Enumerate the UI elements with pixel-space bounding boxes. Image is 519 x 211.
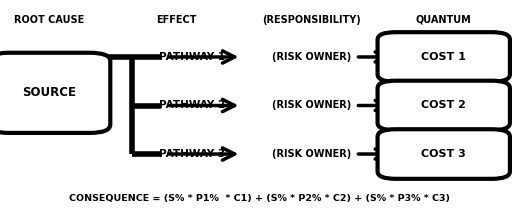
Text: PATHWAY 1: PATHWAY 1 [159,52,225,62]
FancyBboxPatch shape [0,53,110,133]
Text: (RISK OWNER): (RISK OWNER) [272,149,351,159]
Text: ROOT CAUSE: ROOT CAUSE [14,15,85,25]
Text: PATHWAY 2: PATHWAY 2 [159,100,225,111]
FancyBboxPatch shape [377,129,510,179]
Text: SOURCE: SOURCE [22,86,76,99]
FancyBboxPatch shape [377,81,510,130]
Text: EFFECT: EFFECT [156,15,197,25]
Text: PATHWAY 3: PATHWAY 3 [159,149,225,159]
Text: COST 3: COST 3 [421,149,466,159]
FancyBboxPatch shape [377,32,510,82]
Text: (RISK OWNER): (RISK OWNER) [272,100,351,111]
Text: COST 2: COST 2 [421,100,466,111]
Text: CONSEQUENCE = (S% * P1%  * C1) + (S% * P2% * C2) + (S% * P3% * C3): CONSEQUENCE = (S% * P1% * C1) + (S% * P2… [69,193,450,203]
Text: (RESPONSIBILITY): (RESPONSIBILITY) [262,15,361,25]
Text: (RISK OWNER): (RISK OWNER) [272,52,351,62]
Text: COST 1: COST 1 [421,52,466,62]
Text: QUANTUM: QUANTUM [416,15,472,25]
